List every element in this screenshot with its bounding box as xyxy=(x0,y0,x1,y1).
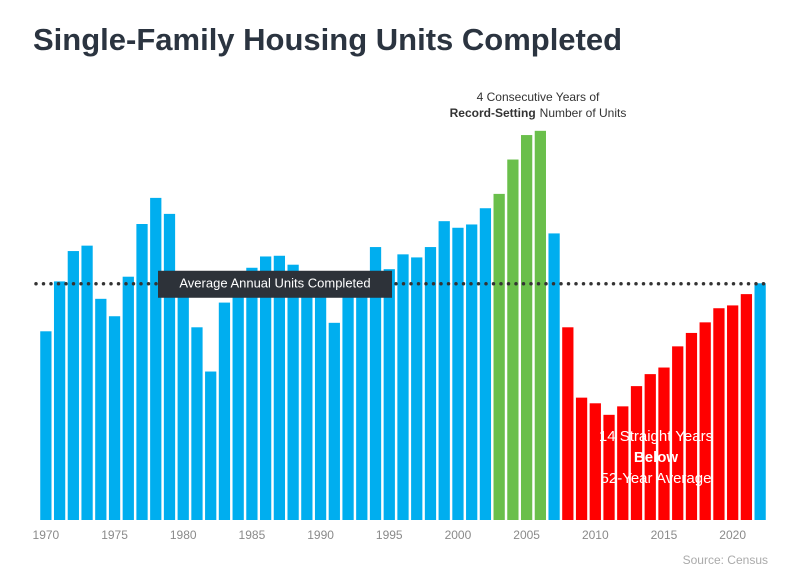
bar xyxy=(466,224,478,520)
x-tick-label: 1985 xyxy=(239,528,266,542)
bar xyxy=(397,254,409,520)
bar xyxy=(630,386,643,520)
x-tick-label: 1980 xyxy=(170,528,197,542)
x-tick-label: 2000 xyxy=(445,528,472,542)
bar xyxy=(727,305,739,520)
bar xyxy=(603,414,615,520)
bar xyxy=(273,255,286,520)
below-annotation-3: 52-Year Average xyxy=(601,470,712,487)
bar xyxy=(672,346,684,520)
record-rest: Number of Units xyxy=(540,106,627,120)
bar xyxy=(232,278,244,520)
bar xyxy=(177,294,189,520)
x-tick-label: 2020 xyxy=(719,528,746,542)
bar xyxy=(740,294,753,520)
bar xyxy=(122,276,134,520)
average-label: Average Annual Units Completed xyxy=(179,276,370,291)
bar xyxy=(575,397,588,520)
bar xyxy=(617,406,629,520)
bar xyxy=(369,247,382,520)
below-annotation-bold: Below xyxy=(634,449,679,466)
bar xyxy=(163,213,176,520)
bar xyxy=(205,371,217,520)
average-group: Average Annual Units Completed xyxy=(34,270,772,298)
bar xyxy=(67,251,79,520)
bars xyxy=(40,130,766,521)
bar xyxy=(644,374,656,520)
x-tick-label: 1995 xyxy=(376,528,403,542)
bar xyxy=(713,308,725,520)
bar xyxy=(438,221,450,521)
record-annotation: 4 Consecutive Years of xyxy=(477,90,600,104)
bar xyxy=(246,267,258,520)
bar xyxy=(95,298,107,520)
below-annotation: 14 Straight Years xyxy=(599,428,713,445)
bar xyxy=(314,292,327,520)
x-tick-label: 2015 xyxy=(651,528,678,542)
bar xyxy=(191,327,203,520)
bar xyxy=(699,322,711,520)
bar xyxy=(150,197,162,520)
bar xyxy=(260,256,272,520)
x-tick-label: 1975 xyxy=(101,528,128,542)
x-tick-label: 2005 xyxy=(513,528,540,542)
bar xyxy=(108,316,121,520)
chart-title: Single-Family Housing Units Completed xyxy=(33,22,622,57)
bar xyxy=(424,247,437,520)
bar xyxy=(40,331,52,520)
record-annotation-2: Record-Setting Number of Units xyxy=(450,106,627,120)
source: Source: Census xyxy=(683,553,768,567)
bar xyxy=(534,130,546,520)
bar xyxy=(136,224,148,520)
bar xyxy=(383,269,395,520)
bar xyxy=(342,293,354,520)
bar xyxy=(81,245,93,520)
bar xyxy=(520,135,533,520)
bar xyxy=(493,193,505,520)
bar xyxy=(479,208,492,520)
bar xyxy=(53,281,66,520)
bar xyxy=(452,227,464,520)
bar xyxy=(328,322,340,520)
bar xyxy=(562,327,574,520)
x-tick-label: 1970 xyxy=(33,528,60,542)
x-tick-label: 2010 xyxy=(582,528,609,542)
bar xyxy=(507,159,519,520)
bar xyxy=(218,302,231,520)
bar xyxy=(287,264,299,520)
bar xyxy=(685,332,698,520)
x-tick-label: 1990 xyxy=(307,528,334,542)
bar xyxy=(548,233,560,521)
bar xyxy=(301,278,313,520)
bar xyxy=(658,367,670,520)
bar xyxy=(754,283,766,520)
bar xyxy=(356,275,368,520)
bar xyxy=(589,403,601,520)
average-label-box xyxy=(158,270,392,298)
record-bold: Record-Setting xyxy=(450,106,536,120)
bar xyxy=(411,257,423,520)
